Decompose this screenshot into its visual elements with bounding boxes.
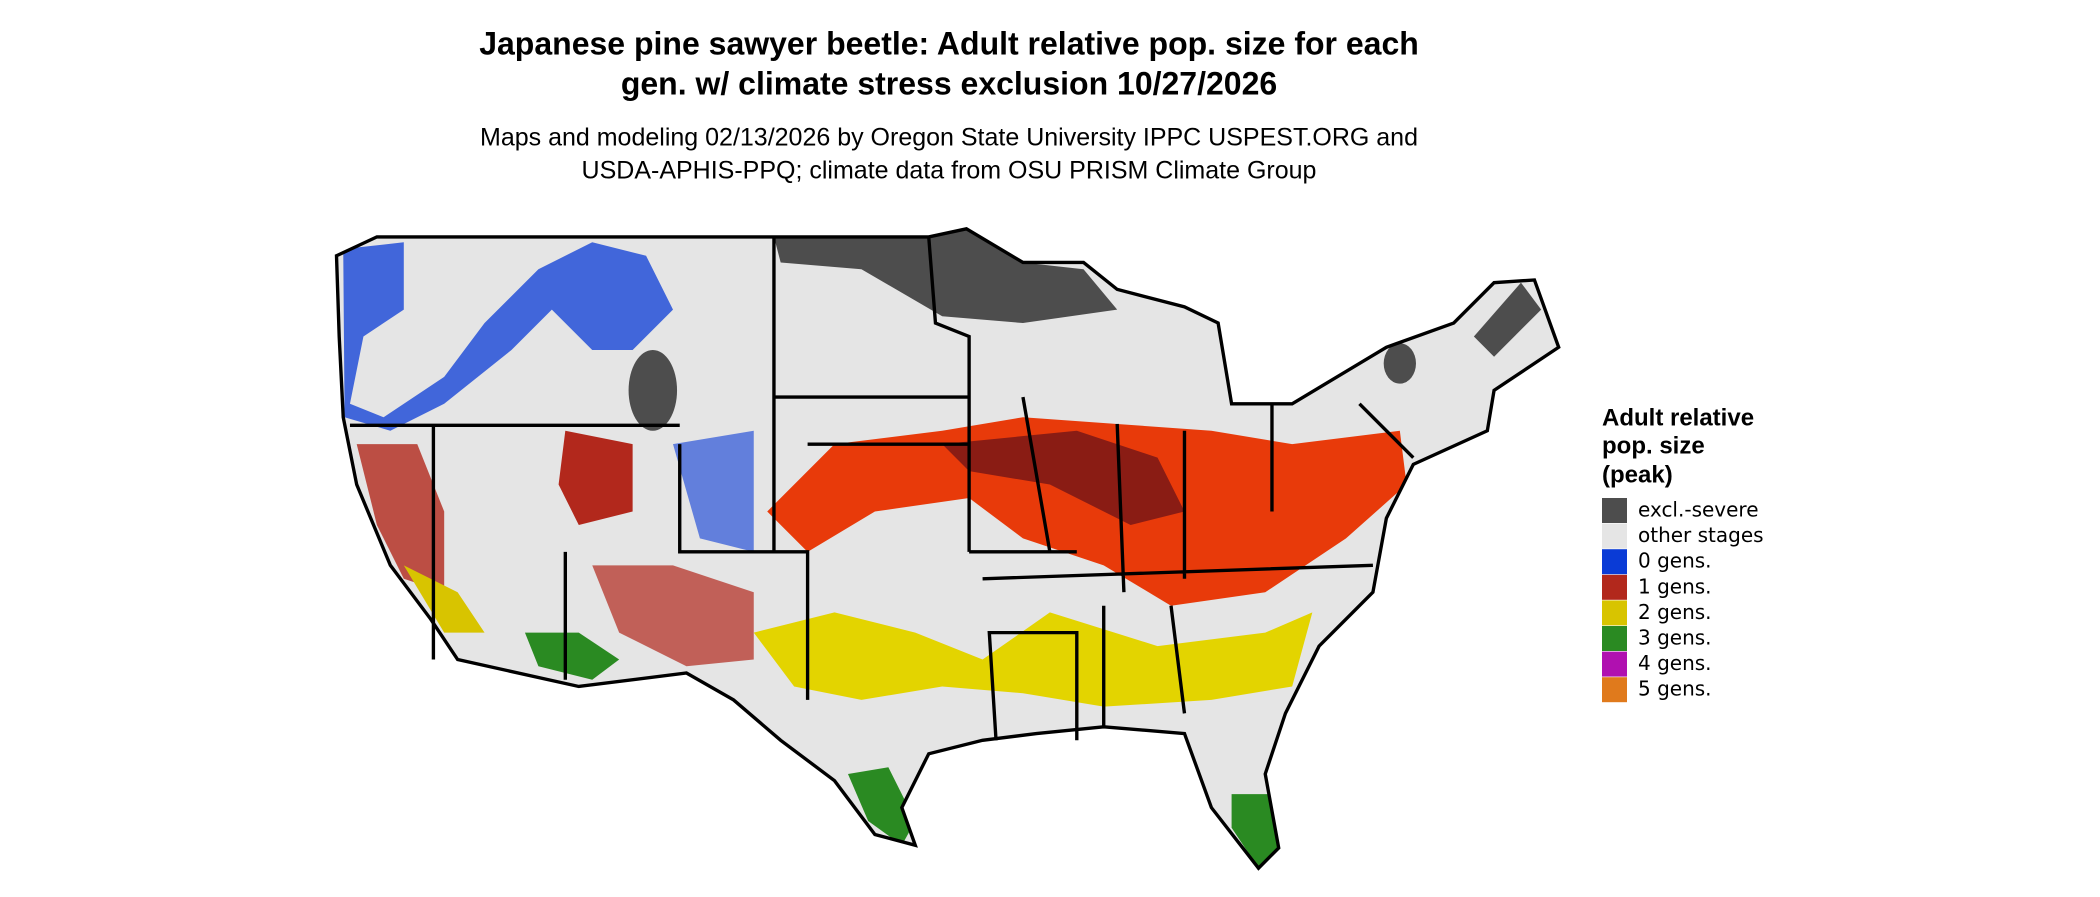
zone-3-gens [524,632,620,680]
legend-swatch [1602,600,1627,626]
legend: Adult relative pop. size (peak) excl.-se… [1602,404,1764,703]
zone-0-gens [673,430,754,552]
title-line: Japanese pine sawyer beetle: Adult relat… [479,25,1419,61]
state-lines [334,227,1561,871]
legend-swatch [1602,677,1627,703]
zone-0-gens [343,242,673,431]
legend-label: other stages [1638,523,1764,547]
legend-title: Adult relative [1602,404,1754,431]
zones [343,228,1542,869]
legend-swatch [1602,626,1627,651]
legend-title: (peak) [1602,461,1673,488]
zone-excluded [1473,282,1542,357]
legend-swatch [1602,549,1627,575]
zone-excluded [773,228,1118,324]
legend-label: 1 gens. [1638,574,1712,598]
legend-label: 3 gens. [1638,626,1712,650]
zone-3-gens [1231,794,1279,869]
legend-label: 4 gens. [1638,651,1712,675]
zone-2-gens [753,612,1313,707]
zone-1-gens [767,417,1407,606]
zone-3-gens [847,767,916,846]
legend-label: excl.-severe [1638,498,1759,522]
zone-excluded [628,349,678,431]
legend-title: pop. size [1602,432,1705,459]
zone-1-gens [942,430,1185,525]
title-line: gen. w/ climate stress exclusion 10/27/2… [621,65,1277,101]
legend-swatch [1602,574,1627,600]
legend-label: 5 gens. [1638,677,1712,701]
legend-label: 2 gens. [1638,600,1712,624]
zone-excluded [1383,343,1416,384]
zone-2-gens [403,565,485,633]
subtitle-line: Maps and modeling 02/13/2026 by Oregon S… [480,124,1418,152]
subtitle-line: USDA-APHIS-PPQ; climate data from OSU PR… [582,157,1317,185]
legend-swatch [1602,523,1627,549]
legend-label: 0 gens. [1638,549,1712,573]
zone-1-gens [558,430,633,525]
us-map [334,227,1561,871]
zone-1-gens [592,565,754,667]
legend-swatch [1602,651,1627,677]
zone-1-gens [356,444,445,593]
legend-swatch [1602,498,1627,523]
